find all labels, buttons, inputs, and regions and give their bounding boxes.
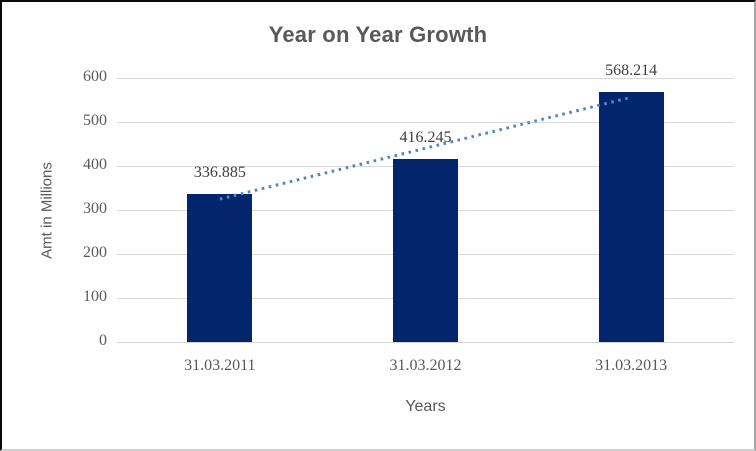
data-label: 416.245 (399, 128, 452, 146)
chart-title: Year on Year Growth (268, 22, 488, 47)
gridline (117, 77, 734, 79)
y-tick-label: 0 (99, 332, 107, 349)
x-tick-label: 31.03.2013 (595, 357, 668, 374)
x-tick-label: 31.03.2011 (184, 357, 256, 374)
x-tick-label: 31.03.2012 (389, 357, 462, 374)
x-axis-title: Years (405, 398, 446, 415)
data-label: 568.214 (605, 62, 658, 79)
data-label: 336.885 (193, 163, 246, 181)
y-tick-label: 400 (83, 156, 107, 173)
trendline (219, 95, 632, 201)
plot-area: 336.885 31.03.2011 416.245 31.03.2012 568.21… (117, 62, 734, 374)
x-axis-line (117, 341, 734, 343)
y-tick-label: 300 (83, 200, 107, 217)
bar-31.03.2012 (393, 158, 458, 342)
bar-31.03.2011 (187, 193, 253, 342)
bar-31.03.2013 (598, 91, 664, 342)
y-tick-label: 200 (83, 244, 107, 261)
gridline (117, 121, 734, 123)
y-tick-label: 100 (83, 288, 107, 305)
y-tick-label: 500 (83, 112, 107, 129)
y-tick-label: 600 (83, 68, 107, 85)
